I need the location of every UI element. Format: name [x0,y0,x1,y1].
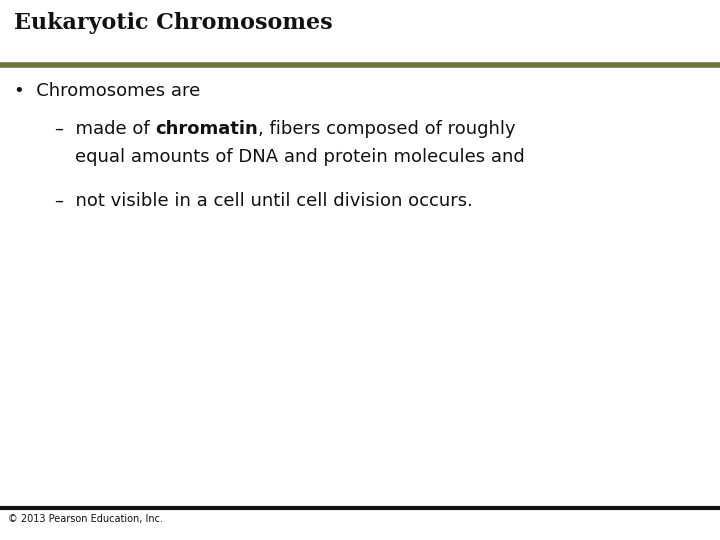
Text: Eukaryotic Chromosomes: Eukaryotic Chromosomes [14,12,333,34]
Text: , fibers composed of roughly: , fibers composed of roughly [258,120,516,138]
Text: •  Chromosomes are: • Chromosomes are [14,82,200,100]
Text: © 2013 Pearson Education, Inc.: © 2013 Pearson Education, Inc. [8,514,163,524]
Text: chromatin: chromatin [156,120,258,138]
Text: equal amounts of DNA and protein molecules and: equal amounts of DNA and protein molecul… [75,148,525,166]
Text: –  made of: – made of [55,120,156,138]
Text: –  not visible in a cell until cell division occurs.: – not visible in a cell until cell divis… [55,192,473,210]
